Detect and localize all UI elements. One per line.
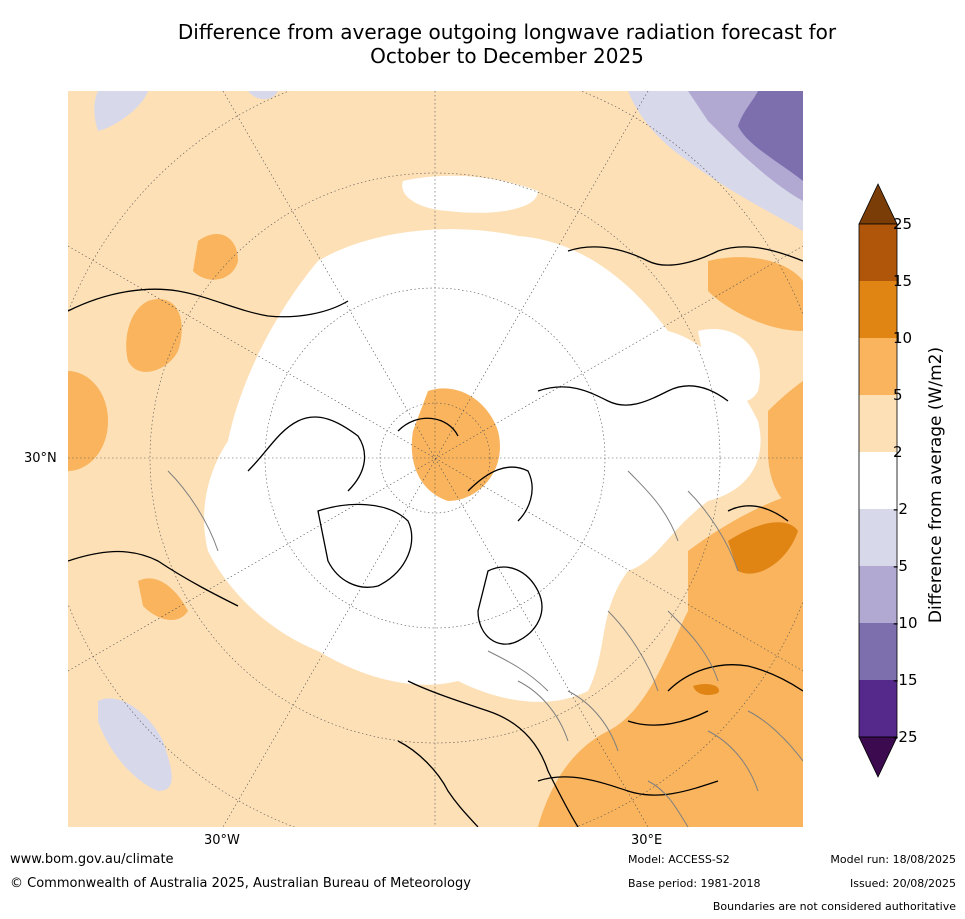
anomaly-region-neg-2-5-nw-2	[248, 91, 278, 100]
anomaly-region-neg-10-15-ne	[738, 91, 803, 181]
colorbar-tick-label: 2	[893, 443, 903, 461]
colorbar-bin	[859, 281, 897, 338]
colorbar-tick-label: 15	[893, 272, 913, 290]
colorbar-label: Difference from average (W/m2)	[926, 346, 946, 624]
title-line-1: Difference from average outgoing longwav…	[177, 20, 837, 44]
colorbar-tick-label: -5	[893, 557, 908, 575]
anomaly-region-5-10-siberia	[708, 257, 803, 331]
anomaly-region-10-15	[728, 522, 798, 574]
colorbar-bin	[859, 395, 897, 452]
graticule	[68, 91, 803, 827]
title-line-2: October to December 2025	[370, 44, 644, 68]
colorbar-bin	[859, 623, 897, 680]
anomaly-region-near-normal-3	[402, 175, 538, 213]
colorbar-bin	[859, 680, 897, 737]
anomaly-region-5-10-pacific	[126, 299, 182, 372]
footer-base-period: Base period: 1981-2018	[628, 877, 761, 890]
colorbar-tick-label: 5	[893, 386, 903, 404]
chart-title: Difference from average outgoing longwav…	[68, 20, 946, 68]
anomaly-region-10-15-2	[693, 683, 719, 695]
colorbar-bin	[859, 566, 897, 623]
colorbar-tick-label: 10	[893, 329, 913, 347]
anomaly-region-5-10-alaska	[193, 233, 238, 280]
colorbar-extend-min	[858, 736, 898, 778]
colorbar-bin	[859, 224, 897, 281]
footer-model-run: Model run: 18/08/2025	[830, 853, 956, 866]
colorbar-tick-label: -15	[893, 671, 918, 689]
anomaly-region-neg-2-5-sw	[98, 698, 172, 791]
anomaly-region-5-10-europe-asia	[538, 491, 803, 827]
anomaly-region-neg-2-5-nw	[94, 91, 148, 131]
colorbar-bin	[859, 509, 897, 566]
anomaly-region-near-normal-2	[698, 329, 760, 402]
anomaly-region-5-10-west	[68, 371, 108, 471]
colorbar-extend-max	[858, 183, 898, 225]
country-borders	[167, 470, 803, 827]
colorbar-tick-label: -2	[893, 500, 908, 518]
colorbar-bin	[859, 338, 897, 395]
anomaly-region-5-10-atlantic	[138, 578, 188, 621]
footer-issued: Issued: 20/08/2025	[849, 877, 956, 890]
colorbar-legend	[858, 183, 898, 778]
footer-disclaimer: Boundaries are not considered authoritat…	[712, 900, 956, 913]
latitude-label-30n: 30°N	[24, 451, 57, 466]
anomaly-region-5-10-pole	[411, 388, 500, 501]
colorbar-frame	[858, 223, 898, 738]
anomaly-region-5-10-east	[768, 381, 803, 511]
colorbar-bin	[859, 452, 897, 509]
map-panel	[68, 91, 803, 827]
polar-map	[68, 91, 803, 827]
longitude-label-30w: 30°W	[204, 833, 240, 848]
footer-model: Model: ACCESS-S2	[628, 853, 730, 866]
footer-copyright: © Commonwealth of Australia 2025, Austra…	[10, 876, 471, 891]
colorbar-tick-label: -25	[893, 728, 918, 746]
colorbar-tick-label: -10	[893, 614, 918, 632]
footer-url: www.bom.gov.au/climate	[10, 852, 174, 867]
longitude-label-30e: 30°E	[631, 833, 663, 848]
coastlines	[68, 246, 803, 827]
colorbar-tick-label: 25	[893, 215, 913, 233]
